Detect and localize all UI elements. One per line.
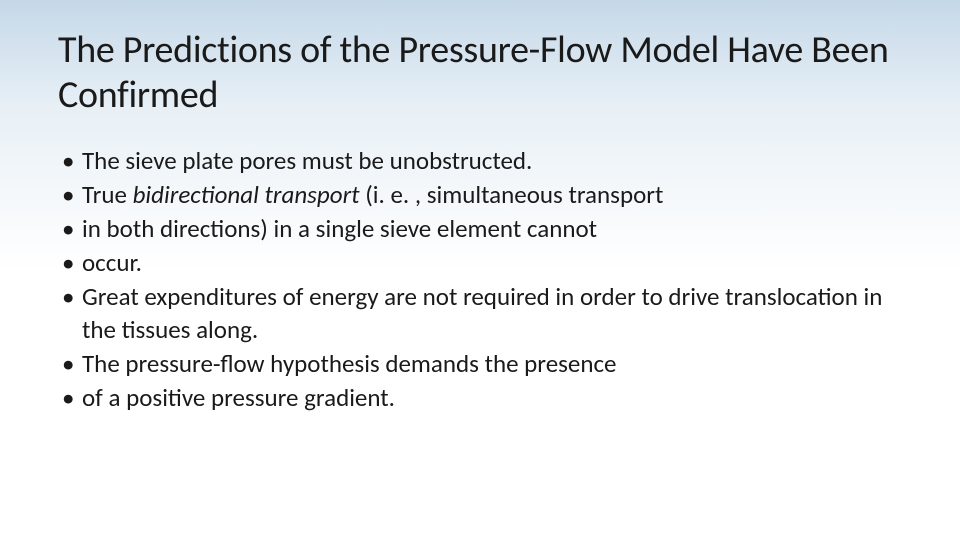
bullet-icon: • — [60, 381, 82, 414]
list-item: • True bidirectional transport (i. e. , … — [60, 178, 902, 211]
bullet-text: in both directions) in a single sieve el… — [82, 212, 902, 245]
bullet-text: occur. — [82, 246, 902, 279]
list-item: • Great expenditures of energy are not r… — [60, 280, 902, 346]
bullet-icon: • — [60, 280, 82, 313]
bullet-icon: • — [60, 212, 82, 245]
bullet-text: Great expenditures of energy are not req… — [82, 280, 902, 346]
bullet-text: True bidirectional transport (i. e. , si… — [82, 178, 902, 211]
bullet-text: of a positive pressure gradient. — [82, 381, 902, 414]
bullet-icon: • — [60, 246, 82, 279]
bullet-icon: • — [60, 178, 82, 211]
bullet-icon: • — [60, 347, 82, 380]
list-item: • occur. — [60, 246, 902, 279]
slide-title: The Predictions of the Pressure-Flow Mod… — [58, 28, 902, 118]
bullet-icon: • — [60, 144, 82, 177]
list-item: • The pressure-flow hypothesis demands t… — [60, 347, 902, 380]
bullet-text: The sieve plate pores must be unobstruct… — [82, 144, 902, 177]
list-item: • in both directions) in a single sieve … — [60, 212, 902, 245]
list-item: • The sieve plate pores must be unobstru… — [60, 144, 902, 177]
bullet-text: The pressure-flow hypothesis demands the… — [82, 347, 902, 380]
list-item: • of a positive pressure gradient. — [60, 381, 902, 414]
bullet-list: • The sieve plate pores must be unobstru… — [58, 144, 902, 414]
